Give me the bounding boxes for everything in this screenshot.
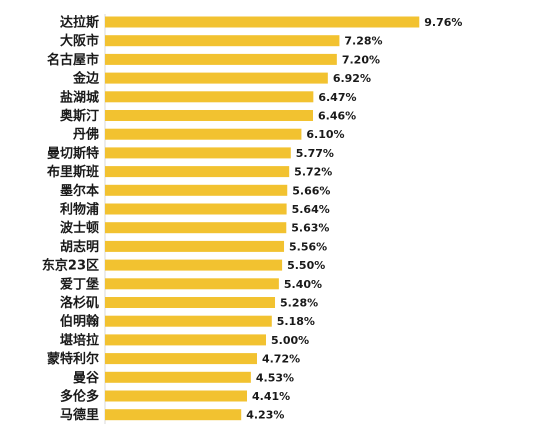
category-label-16: 伯明翰 (60, 314, 100, 330)
bar-19 (105, 371, 251, 383)
category-label-21: 马德里 (60, 407, 99, 423)
bar-16 (105, 315, 272, 327)
value-label-17: 5.00% (271, 334, 309, 347)
value-label-15: 5.28% (280, 297, 318, 310)
category-label-4: 盐湖城 (60, 89, 99, 105)
value-label-16: 5.18% (277, 315, 315, 328)
value-label-3: 6.92% (333, 72, 371, 85)
value-label-5: 6.46% (318, 110, 356, 123)
value-label-11: 5.63% (291, 222, 329, 235)
category-label-20: 多伦多 (60, 389, 99, 405)
category-label-15: 洛杉矶 (60, 295, 99, 311)
category-label-10: 利物浦 (60, 202, 99, 218)
value-label-18: 4.72% (262, 353, 300, 366)
bar-1 (105, 35, 340, 47)
bar-8 (105, 166, 290, 178)
category-label-1: 大阪市 (60, 33, 99, 49)
bar-20 (105, 390, 248, 402)
bar-11 (105, 222, 287, 234)
bar-9 (105, 184, 288, 196)
category-label-6: 丹佛 (73, 127, 99, 143)
bar-14 (105, 278, 279, 290)
value-label-8: 5.72% (294, 166, 332, 179)
bar-12 (105, 240, 285, 252)
value-label-4: 6.47% (318, 91, 356, 104)
category-label-19: 曼谷 (73, 370, 100, 386)
value-label-12: 5.56% (289, 240, 327, 253)
category-label-8: 布里斯班 (47, 164, 99, 180)
category-label-3: 金边 (72, 71, 100, 87)
bar-5 (105, 110, 314, 121)
value-label-6: 6.10% (306, 128, 344, 141)
category-labels-group: 达拉斯大阪市名古屋市金边盐湖城奥斯汀丹佛曼切斯特布里斯班墨尔本利物浦波士顿胡志明… (42, 15, 100, 424)
category-label-13: 东京23区 (42, 258, 99, 274)
bar-3 (105, 72, 328, 84)
bar-17 (105, 334, 266, 346)
value-label-14: 5.40% (284, 278, 322, 291)
value-label-0: 9.76% (424, 16, 462, 29)
value-label-9: 5.66% (292, 184, 330, 197)
bar-13 (105, 259, 283, 271)
bars-group (105, 16, 420, 421)
value-label-19: 4.53% (256, 371, 294, 384)
category-label-17: 堪培拉 (60, 332, 99, 348)
bar-15 (105, 297, 276, 308)
value-label-10: 5.64% (292, 203, 330, 216)
category-label-5: 奥斯汀 (60, 108, 99, 124)
bar-10 (105, 203, 287, 215)
category-label-9: 墨尔本 (60, 183, 99, 199)
bar-7 (105, 147, 291, 159)
category-label-2: 名古屋市 (47, 52, 99, 68)
value-label-7: 5.77% (296, 147, 334, 160)
bar-0 (105, 16, 420, 28)
bar-18 (105, 353, 257, 365)
value-label-1: 7.28% (344, 35, 382, 48)
value-label-21: 4.23% (246, 409, 284, 422)
bar-2 (105, 53, 337, 65)
category-label-11: 波士顿 (60, 220, 99, 236)
category-label-0: 达拉斯 (60, 15, 99, 31)
category-label-14: 爱丁堡 (60, 276, 99, 292)
value-label-20: 4.41% (252, 390, 290, 403)
bar-21 (105, 409, 242, 421)
bar-6 (105, 128, 302, 140)
category-label-12: 胡志明 (60, 239, 99, 255)
category-label-7: 曼切斯特 (47, 145, 99, 161)
value-labels-group: 9.76% 7.28% 7.20% 6.92% 6.47% 6.46% 6.10% 5.77%… (246, 16, 462, 422)
value-label-13: 5.50% (287, 259, 325, 272)
value-label-2: 7.20% (342, 53, 380, 66)
category-label-18: 蒙特利尔 (47, 351, 99, 367)
bar-4 (105, 91, 314, 103)
